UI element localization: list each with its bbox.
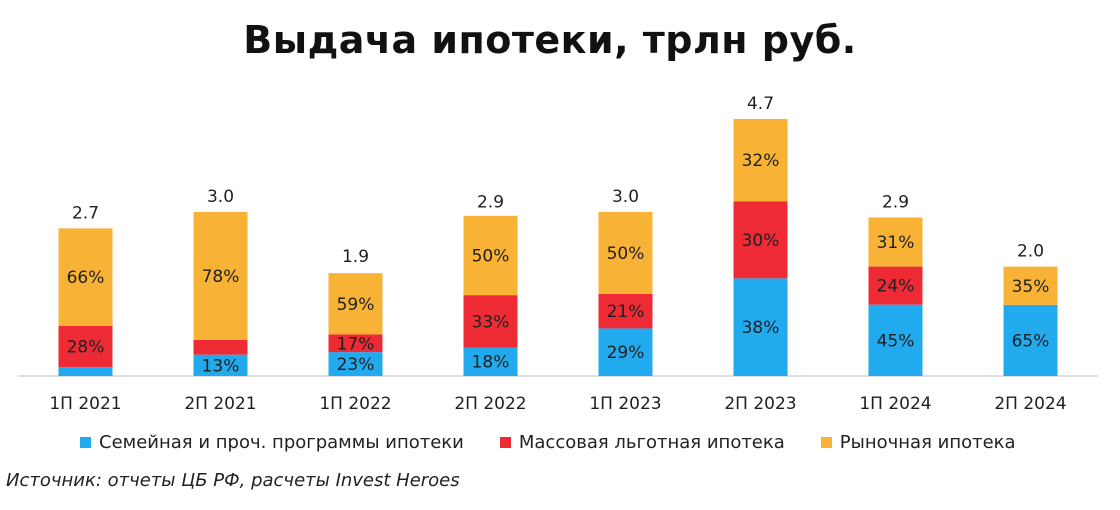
segment-label-0-2: 23% — [337, 355, 375, 375]
segment-label-1-0: 28% — [67, 337, 105, 357]
segment-label-2-0: 66% — [67, 268, 105, 288]
bar-segment-0-1 — [193, 354, 248, 376]
segment-label-2-1: 78% — [202, 267, 240, 287]
legend-swatch-family — [80, 437, 91, 448]
bar-segment-1-0 — [58, 325, 113, 368]
bar-segment-2-4 — [598, 211, 653, 294]
bar-segment-0-2 — [328, 352, 383, 376]
bar-segment-1-6 — [868, 266, 923, 305]
legend-swatch-market — [820, 437, 832, 448]
total-label-5: 4.7 — [747, 94, 774, 114]
segment-label-2-5: 32% — [742, 151, 780, 171]
segment-label-1-2: 17% — [337, 334, 375, 354]
bar-segment-2-0 — [58, 228, 113, 326]
segment-label-1-4: 21% — [607, 302, 645, 322]
segment-label-1-3: 33% — [472, 312, 510, 332]
total-label-6: 2.9 — [882, 192, 909, 212]
x-tick-label-4: 1П 2023 — [589, 394, 661, 414]
bar-segment-2-3 — [463, 215, 518, 296]
total-label-0: 2.7 — [72, 203, 99, 223]
bar-segment-0-3 — [463, 347, 518, 376]
total-label-1: 3.0 — [207, 187, 234, 207]
segment-label-2-3: 50% — [472, 246, 510, 266]
bar-segment-2-7 — [1003, 266, 1058, 305]
segment-label-0-3: 18% — [472, 353, 510, 373]
bar-segment-0-4 — [598, 328, 653, 376]
bar-segment-2-6 — [868, 217, 923, 267]
segment-label-1-6: 24% — [877, 277, 915, 297]
legend-label-family: Семейная и проч. программы ипотеки — [99, 432, 464, 453]
segment-label-1-5: 30% — [742, 231, 780, 251]
total-label-2: 1.9 — [342, 247, 369, 267]
total-label-3: 2.9 — [477, 192, 504, 212]
bar-segment-0-7 — [1003, 304, 1058, 376]
segment-label-2-2: 59% — [337, 295, 375, 315]
x-tick-label-6: 1П 2024 — [859, 394, 931, 414]
legend-label-mass-preferential: Массовая льготная ипотека — [518, 432, 785, 453]
legend-swatch-mass-preferential — [499, 437, 511, 448]
bar-segment-1-1 — [193, 339, 248, 355]
bar-segment-0-6 — [868, 304, 923, 376]
legend-label-market: Рыночная ипотека — [839, 432, 1016, 453]
segment-label-0-6: 45% — [877, 331, 915, 351]
segment-label-0-4: 29% — [607, 343, 645, 363]
segment-label-2-6: 31% — [877, 233, 915, 253]
bar-segment-2-1 — [193, 211, 248, 340]
chart-title: Выдача ипотеки, трлн руб. — [243, 18, 857, 62]
segment-label-0-1: 13% — [202, 356, 240, 376]
x-tick-label-7: 2П 2024 — [994, 394, 1066, 414]
segment-label-2-4: 50% — [607, 244, 645, 264]
legend-item-family: Семейная и проч. программы ипотеки — [80, 432, 464, 453]
bar-segment-1-2 — [328, 334, 383, 353]
bar-segment-0-0 — [58, 367, 113, 376]
bar-segment-1-5 — [733, 201, 788, 279]
segment-label-2-7: 35% — [1012, 277, 1050, 297]
legend: Семейная и проч. программы ипотеки Массо… — [80, 432, 1052, 453]
legend-item-mass-preferential: Массовая льготная ипотека — [499, 432, 785, 453]
legend-item-market: Рыночная ипотека — [820, 432, 1016, 453]
bar-segment-1-4 — [598, 293, 653, 329]
x-tick-label-5: 2П 2023 — [724, 394, 796, 414]
bar-segment-1-3 — [463, 295, 518, 348]
segment-label-0-5: 38% — [742, 318, 780, 338]
segment-label-0-7: 65% — [1012, 331, 1050, 351]
x-tick-label-3: 2П 2022 — [454, 394, 526, 414]
total-label-7: 2.0 — [1017, 242, 1044, 262]
total-label-4: 3.0 — [612, 187, 639, 207]
x-tick-label-0: 1П 2021 — [49, 394, 121, 414]
bar-segment-0-5 — [733, 278, 788, 376]
source-note: Источник: отчеты ЦБ РФ, расчеты Invest H… — [6, 470, 460, 491]
bar-segment-2-5 — [733, 119, 788, 202]
bar-segment-2-2 — [328, 273, 383, 335]
x-tick-label-1: 2П 2021 — [184, 394, 256, 414]
x-tick-label-2: 1П 2022 — [319, 394, 391, 414]
